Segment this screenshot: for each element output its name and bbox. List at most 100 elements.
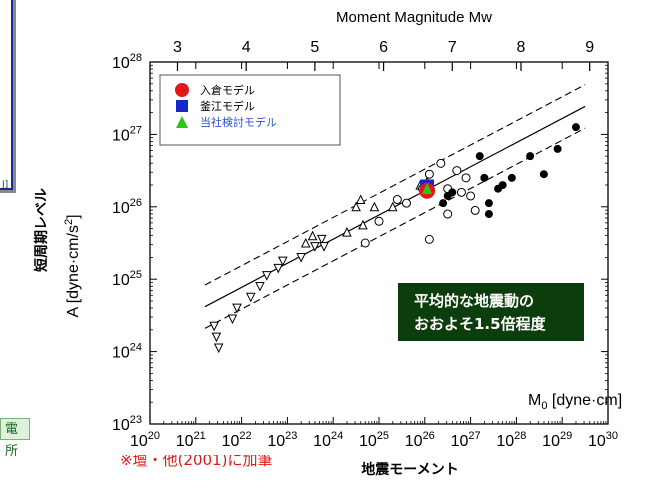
- x-tick-label: 1024: [313, 430, 343, 450]
- inset-panel: [0, 0, 13, 190]
- y-tick-label: 1026: [112, 197, 142, 217]
- mw-tick-label: 4: [242, 39, 251, 56]
- mw-tick-label: 5: [310, 39, 319, 56]
- green-label-tag: 電所: [0, 418, 30, 459]
- point-inverted-triangle: [319, 242, 329, 252]
- x-label-unit: [dyne·cm]: [547, 392, 622, 409]
- y-label-sup: 2: [63, 219, 75, 225]
- x-tick-exponent: 21: [194, 430, 206, 442]
- x-tick-label: 1029: [542, 430, 572, 450]
- inset-mark-text: J]: [2, 180, 9, 190]
- x-tick-label: 1028: [496, 430, 526, 450]
- x-tick-label: 1020: [130, 430, 160, 450]
- point-circle-open: [401, 198, 411, 208]
- annotation-line: おおよそ1.5倍程度: [414, 315, 547, 333]
- point-inverted-triangle: [232, 303, 242, 314]
- point-inverted-triangle: [310, 242, 320, 252]
- x-tick-exponent: 27: [468, 430, 480, 442]
- point-circle-filled: [484, 199, 493, 208]
- x-tick-exponent: 20: [148, 430, 160, 442]
- x-label-sub: 0: [541, 400, 547, 412]
- regression-band-line: [204, 127, 586, 329]
- y-tick-label: 1024: [112, 342, 142, 362]
- y-tick-base: 10: [112, 127, 130, 144]
- point-circle-open: [461, 173, 471, 183]
- point-inverted-triangle: [245, 292, 256, 303]
- x-tick-label: 1026: [405, 430, 435, 450]
- x-tick-base: 10: [222, 433, 240, 450]
- point-inverted-triangle: [211, 332, 222, 343]
- x-tick-label: 1022: [222, 430, 252, 450]
- x-tick-label: 1025: [359, 430, 389, 450]
- point-triangle: [369, 201, 380, 212]
- x-axis-inner-label: M0 [dyne·cm]: [528, 392, 622, 412]
- x-tick-exponent: 22: [239, 430, 251, 442]
- point-circle-filled: [484, 210, 493, 219]
- point-triangle: [358, 219, 368, 230]
- point-circle-open: [360, 238, 370, 248]
- y-tick-exponent: 25: [130, 269, 142, 281]
- mw-tick-label: 9: [585, 39, 594, 56]
- x-label-m: M: [528, 392, 541, 409]
- legend-marker-square: [176, 100, 188, 112]
- mw-tick-label: 7: [448, 39, 457, 56]
- y-tick-exponent: 27: [130, 124, 142, 136]
- x-tick-exponent: 23: [285, 430, 297, 442]
- point-inverted-triangle: [273, 263, 284, 274]
- top-axis-title: Moment Magnitude Mw: [336, 9, 492, 26]
- citation-note: ※壇・他(2001)に加筆: [120, 455, 273, 469]
- y-tick-exponent: 23: [130, 414, 142, 426]
- x-tick-exponent: 25: [377, 430, 389, 442]
- x-tick-exponent: 29: [560, 430, 572, 442]
- x-tick-exponent: 28: [514, 430, 526, 442]
- point-circle-filled: [539, 170, 548, 179]
- legend-label: 入倉モデル: [200, 83, 255, 97]
- regression-band-line: [204, 84, 586, 286]
- point-circle-open: [456, 187, 466, 197]
- mw-tick-label: 3: [173, 39, 182, 56]
- x-tick-base: 10: [313, 433, 331, 450]
- x-tick-base: 10: [359, 433, 377, 450]
- x-tick-base: 10: [130, 433, 148, 450]
- x-tick-label: 1027: [451, 430, 481, 450]
- point-inverted-triangle: [255, 281, 265, 292]
- point-circle-open: [436, 158, 446, 168]
- point-circle-open: [466, 191, 476, 201]
- point-triangle: [351, 201, 361, 212]
- point-inverted-triangle: [213, 343, 224, 354]
- point-circle-open: [470, 205, 480, 215]
- point-inverted-triangle: [296, 252, 306, 263]
- x-tick-base: 10: [496, 433, 514, 450]
- y-tick-label: 1028: [112, 52, 142, 72]
- mw-tick-label: 8: [517, 39, 526, 56]
- y-tick-label: 1027: [112, 124, 142, 144]
- point-circle-filled: [526, 152, 535, 161]
- legend-label: 釜江モデル: [200, 99, 255, 113]
- x-tick-exponent: 24: [331, 430, 343, 442]
- x-tick-exponent: 26: [423, 430, 435, 442]
- axis-layer: 1020 1021 1022 1023 1024 1025 1026 1027 1028 1029…: [33, 9, 622, 478]
- x-tick-base: 10: [405, 433, 423, 450]
- y-tick-label: 1023: [112, 414, 142, 434]
- legend-marker-triangle: [176, 116, 188, 128]
- point-circle-open: [392, 195, 402, 205]
- point-circle-filled: [439, 199, 448, 208]
- x-tick-label: 1030: [588, 430, 618, 450]
- point-triangle: [387, 201, 398, 212]
- annotation-line: 平均的な地震動の: [414, 292, 534, 310]
- y-label-end: ]: [65, 214, 82, 218]
- point-circle-open: [374, 216, 384, 226]
- point-inverted-triangle: [261, 271, 272, 281]
- mw-tick-label: 6: [379, 39, 388, 56]
- x-axis-label: 地震モーメント: [361, 461, 458, 478]
- point-circle-open: [443, 209, 453, 219]
- point-inverted-triangle: [278, 256, 288, 267]
- y-tick-exponent: 26: [130, 197, 142, 209]
- point-triangle: [307, 230, 318, 241]
- point-circle-open: [424, 234, 434, 244]
- y-tick-label: 1025: [112, 269, 142, 289]
- y-axis-label: A [dyne·cm/s2]: [63, 214, 82, 317]
- y-axis-jp-label: 短周期レベル: [33, 188, 50, 272]
